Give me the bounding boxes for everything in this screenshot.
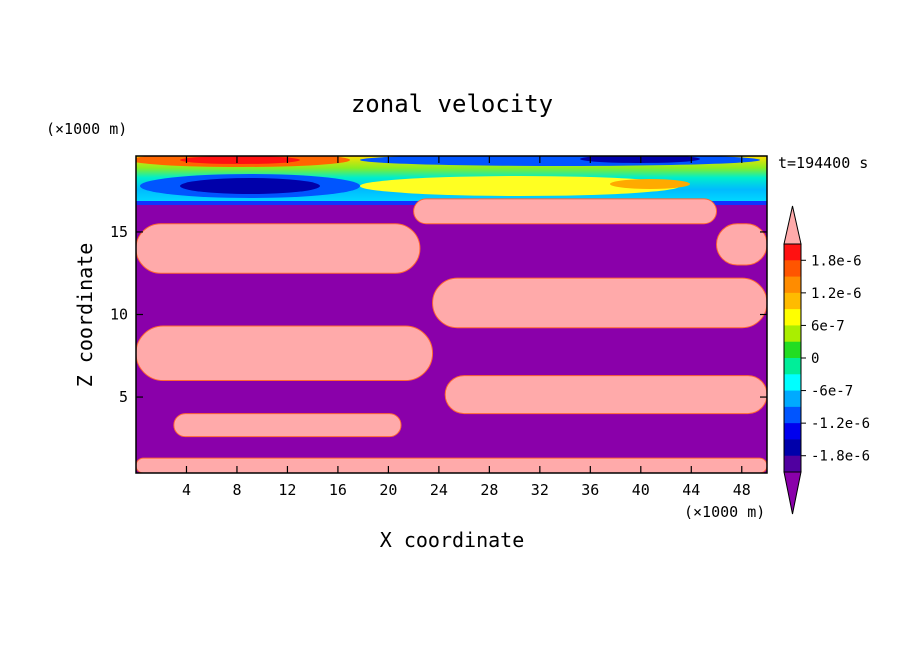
colorbar-segment [784,439,801,457]
colorbar-segment [784,325,801,343]
y-tick-label: 15 [110,223,128,241]
x-tick-label: 36 [581,481,599,499]
colorbar-segment [784,292,801,310]
positive-region [432,277,767,329]
colorbar-segment [784,374,801,392]
upper-band-min-left-core [180,178,320,194]
x-unit-label: (×1000 m) [684,503,765,521]
colorbar-label: -6e-7 [811,384,853,400]
y-ticks: 5 10 15 [110,223,767,406]
positive-region [136,457,767,473]
x-tick-label: 24 [430,481,448,499]
colorbar-label: -1.2e-6 [811,416,870,432]
x-ticks: 4 8 12 16 20 24 28 32 36 40 44 48 [182,156,751,499]
chart-title: zonal velocity [351,90,553,118]
colorbar-segment [784,244,801,261]
x-tick-label: 16 [329,481,347,499]
colorbar-segment [784,309,801,326]
colorbar-top-arrow [783,205,802,245]
y-tick-label: 5 [119,388,128,406]
contour-field [136,156,767,473]
colorbar-segment [784,390,801,408]
colorbar-bottom-arrow [783,471,802,515]
x-tick-label: 20 [379,481,397,499]
colorbar-segment [784,406,801,424]
colorbar-segment [784,455,801,473]
x-tick-label: 44 [682,481,700,499]
upper-band-min-right-core [580,156,700,163]
colorbar-segment [784,358,801,375]
y-unit-label: (×1000 m) [46,120,127,138]
x-tick-label: 4 [182,481,191,499]
upper-band-max-right-core [610,179,690,189]
positive-regions [136,198,767,473]
positive-region [136,223,421,274]
positive-region [173,413,402,438]
x-tick-label: 8 [232,481,241,499]
colorbar-label: 0 [811,351,819,367]
time-label: t=194400 s [778,154,868,172]
colorbar-label: 1.8e-6 [811,253,862,269]
positive-region [716,223,767,266]
x-tick-label: 32 [531,481,549,499]
colorbar-segment [784,341,801,359]
colorbar-segment [784,423,801,440]
positive-region [444,375,767,415]
positive-region [136,325,434,382]
y-tick-label: 10 [110,306,128,324]
colorbar-label: 1.2e-6 [811,286,862,302]
colorbar-label: -1.8e-6 [811,449,870,465]
colorbar: 1.8e-6 1.2e-6 6e-7 0 -6e-7 -1.2e-6 -1.8e-6 [783,205,870,515]
upper-band-max-right [360,176,680,196]
x-axis-label: X coordinate [380,528,525,552]
y-axis-label: Z coordinate [73,243,97,388]
colorbar-segment [784,260,801,278]
x-tick-label: 40 [632,481,650,499]
x-tick-label: 48 [733,481,751,499]
colorbar-segment [784,276,801,294]
colorbar-label: 6e-7 [811,318,845,334]
upper-band-max-left-core [180,156,300,164]
x-tick-label: 12 [278,481,296,499]
positive-region [413,198,718,225]
x-tick-label: 28 [480,481,498,499]
